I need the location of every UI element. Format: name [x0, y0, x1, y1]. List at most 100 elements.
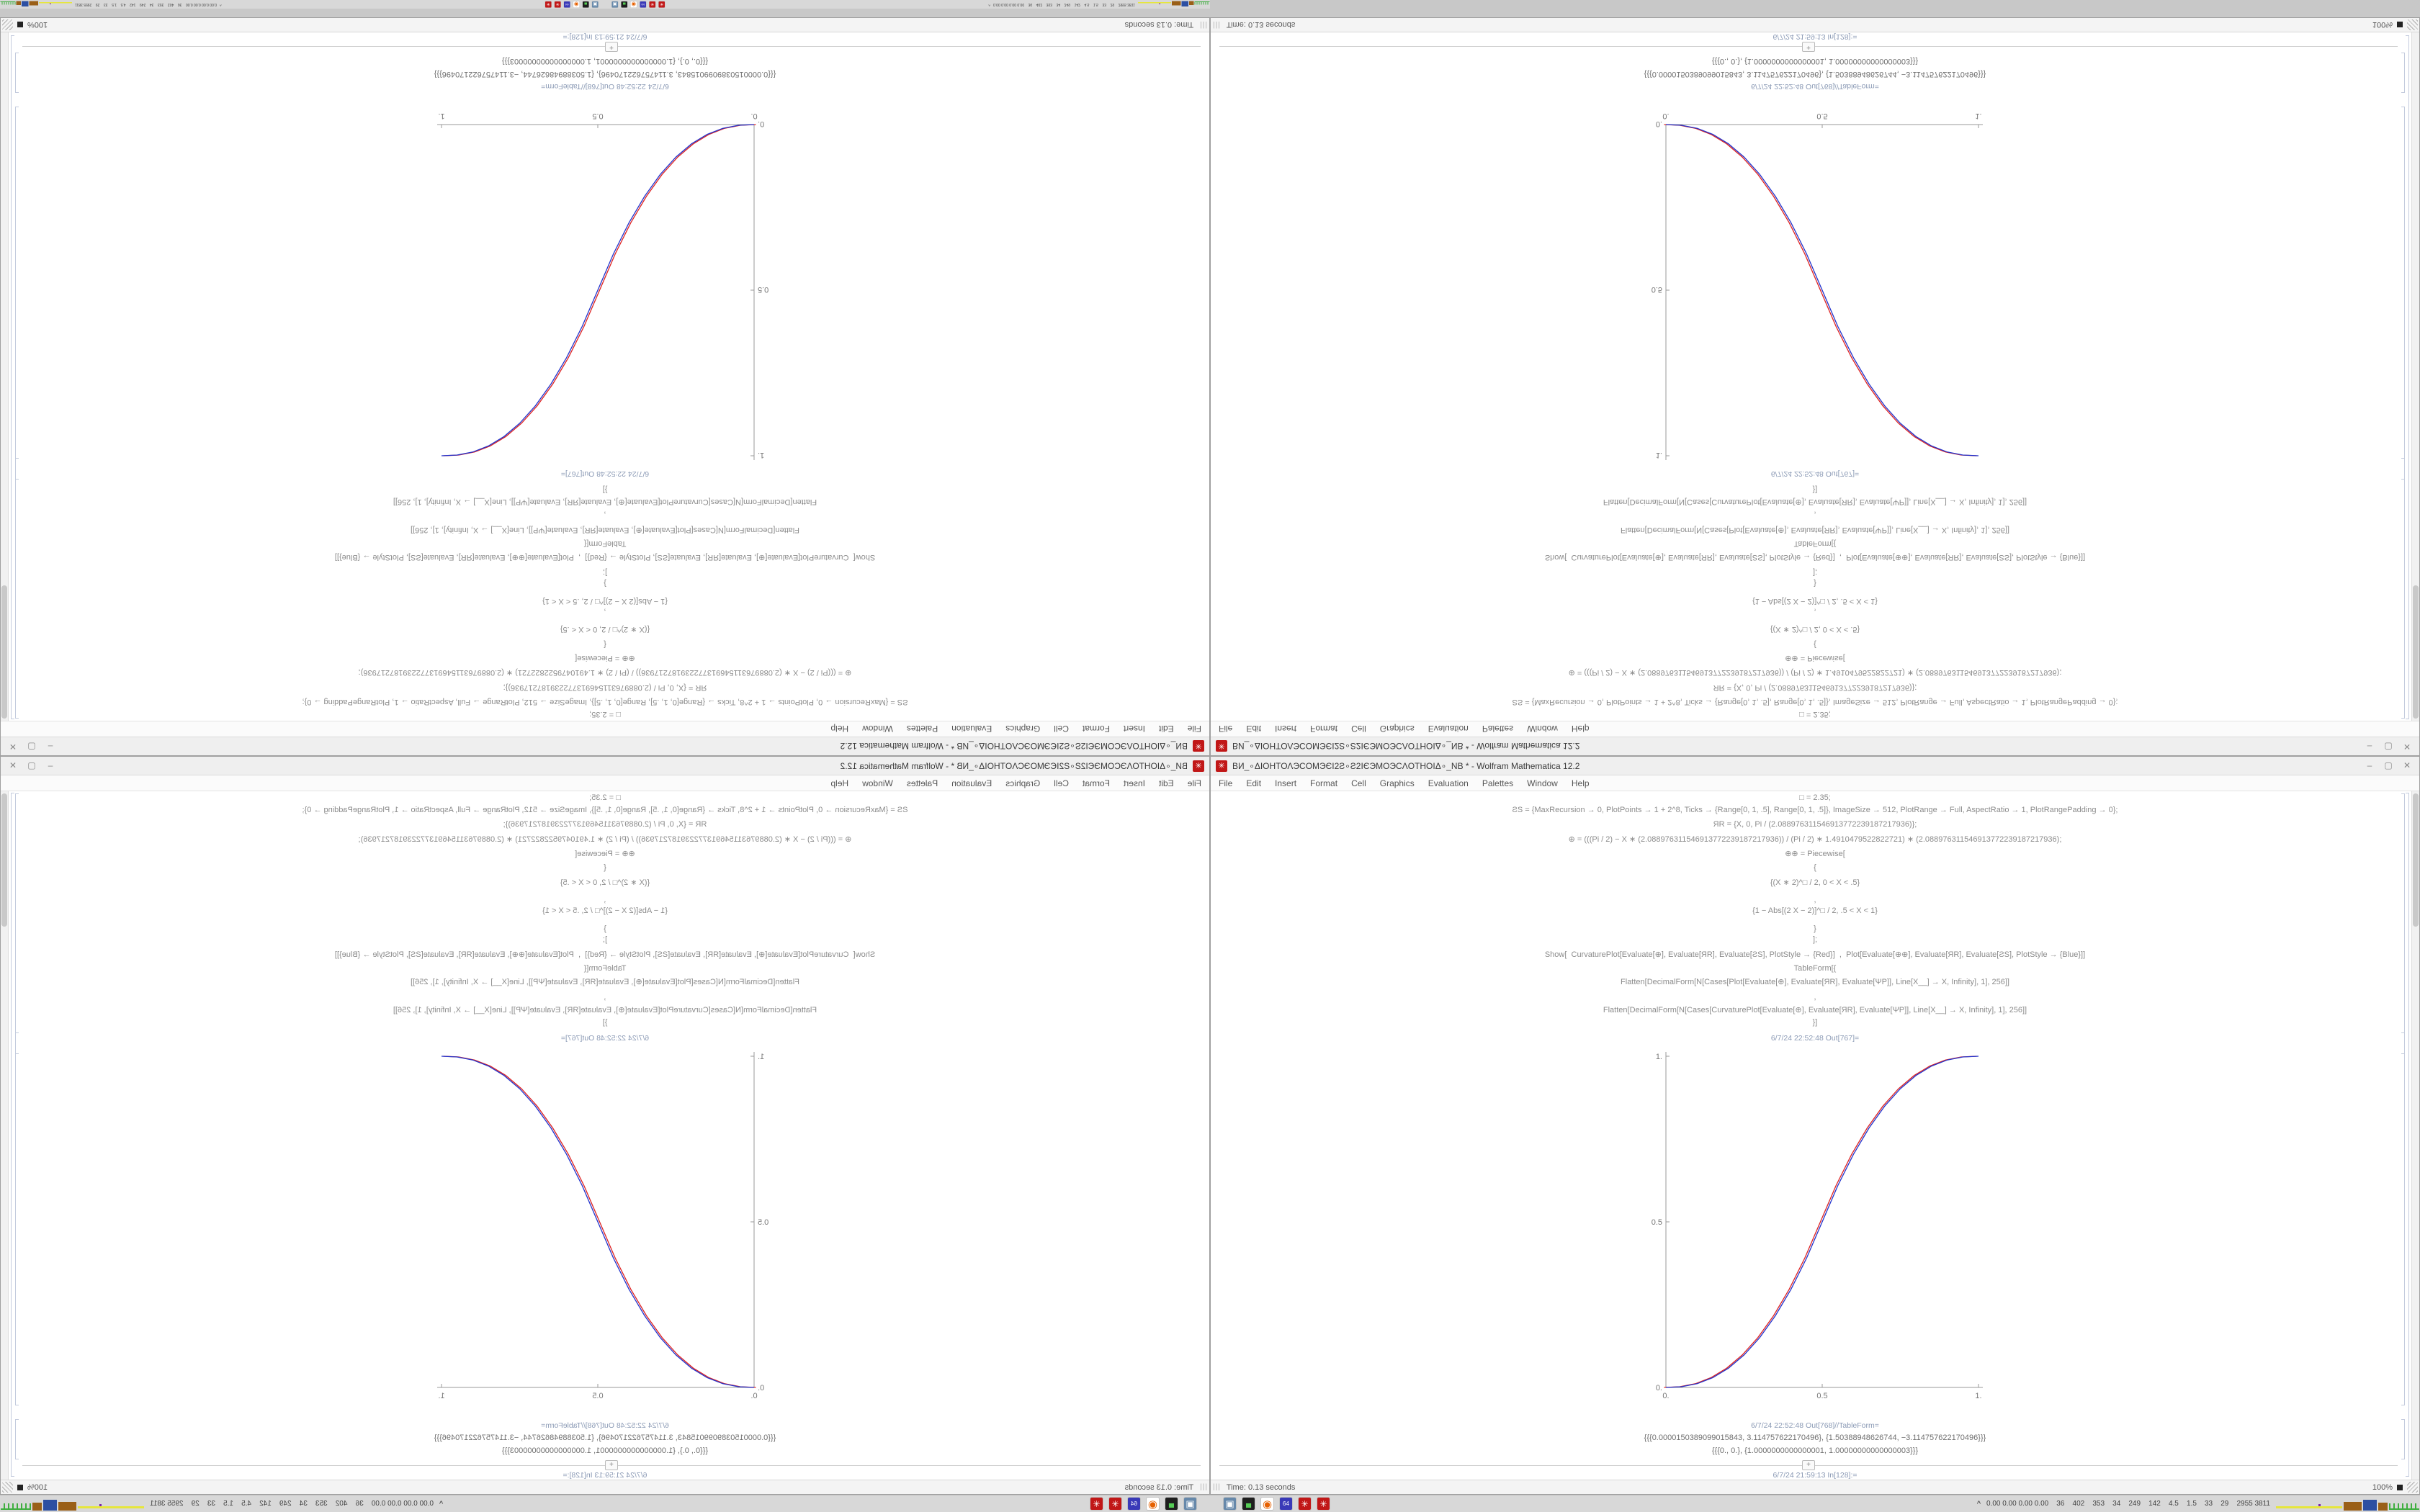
magnification-value[interactable]: 100%: [27, 1482, 48, 1492]
output-cell-bracket[interactable]: [2401, 53, 2405, 93]
close-button[interactable]: ✕: [9, 742, 17, 752]
system-tray[interactable]: ^ 0.00 0.00 0.00 0.00 36 402 353 34 249 …: [988, 1, 1210, 8]
resize-grip-icon[interactable]: [2407, 1482, 2418, 1493]
code-line[interactable]: {1 − Abs[(2 X − 2)]^□ / 2, .5 < X < 1}: [542, 906, 668, 915]
menu-item[interactable]: Cell: [1351, 724, 1366, 734]
menu-item[interactable]: Cell: [1054, 778, 1069, 788]
scrollbar-thumb[interactable]: [2413, 585, 2419, 719]
resize-grip-icon[interactable]: [2, 19, 13, 30]
code-line[interactable]: {: [1814, 863, 1816, 872]
firefox-icon[interactable]: ◉: [630, 1, 637, 8]
menu-item[interactable]: Cell: [1351, 778, 1366, 788]
spikey-icon[interactable]: ✳: [1090, 1497, 1103, 1511]
terminal-icon[interactable]: ▄: [1242, 1497, 1255, 1511]
code-line[interactable]: TableForm[{: [583, 539, 627, 548]
output-cell-bracket[interactable]: [2401, 1032, 2405, 1405]
code-line[interactable]: ⊕⊕ = Piecewise[: [1785, 654, 1845, 662]
code-line[interactable]: Show[ CurvaturePlot[Evaluate[⊕], Evaluat…: [1544, 950, 2086, 959]
input-cell-bracket[interactable]: [15, 458, 19, 719]
system-tray[interactable]: ^ 0.00 0.00 0.00 0.00 36 402 353 34 249 …: [1977, 1498, 2420, 1511]
display-icon[interactable]: ▣: [1223, 1497, 1237, 1511]
menu-item[interactable]: Help: [830, 724, 849, 734]
code-line[interactable]: {(X ∗ 2)^□ / 2, 0 < X < .5}: [1770, 625, 1860, 634]
magnification-menu-icon[interactable]: [2397, 22, 2403, 28]
cell-insert-plus-icon[interactable]: +: [605, 42, 618, 52]
title-bar[interactable]: ✳ ВИ_∘ΔΙΟΗΤΟΛЭCOMЭЄI2Ƨ∘Ƨ2IЄЭMOЭCΛOTHOIΔ∘…: [1211, 737, 2419, 755]
menu-item[interactable]: Help: [1571, 724, 1590, 734]
code-line[interactable]: ⊕ = (((Pi / 2) − X ∗ (2.0889763115469137…: [1568, 835, 2062, 844]
menu-item[interactable]: Evaluation: [951, 778, 992, 788]
notebook-content[interactable]: □ = 2.35; ƧS = {MaxRecursion → 0, PlotPoi…: [1, 791, 1209, 1480]
display-icon[interactable]: ▣: [611, 1, 619, 8]
code-line[interactable]: ,: [604, 608, 606, 616]
code-line[interactable]: }]: [602, 485, 608, 494]
close-button[interactable]: ✕: [2403, 760, 2411, 770]
floppy-64-icon[interactable]: 64: [640, 1, 647, 8]
code-line[interactable]: {: [604, 640, 606, 649]
code-line[interactable]: ,: [604, 510, 606, 519]
spikey-icon[interactable]: ✳: [554, 1, 561, 8]
close-button[interactable]: ✕: [2403, 742, 2411, 752]
code-line[interactable]: □ = 2.35;: [1799, 710, 1831, 719]
input-cell-bracket[interactable]: [2401, 458, 2405, 719]
cell-insert-bar[interactable]: +: [22, 1460, 1201, 1470]
menu-item[interactable]: Graphics: [1379, 724, 1415, 734]
title-bar[interactable]: ✳ ВИ_∘ΔΙΟΗΤΟΛЭCOMЭЄI2Ƨ∘Ƨ2IЄЭMOЭCΛOTHOIΔ∘…: [1, 757, 1209, 775]
terminal-icon[interactable]: ▄: [582, 1, 589, 8]
display-icon[interactable]: ▣: [1183, 1497, 1197, 1511]
close-button[interactable]: ✕: [9, 760, 17, 770]
menu-item[interactable]: Palettes: [906, 778, 938, 788]
code-line[interactable]: }: [604, 579, 606, 588]
magnification-value[interactable]: 100%: [2372, 1482, 2393, 1492]
output-cell-bracket[interactable]: [2401, 1419, 2405, 1459]
system-tray[interactable]: ^ 0.00 0.00 0.00 0.00 36 402 353 34 249 …: [0, 1, 222, 8]
code-line[interactable]: {1 − Abs[(2 X − 2)]^□ / 2, .5 < X < 1}: [542, 597, 668, 606]
menu-item[interactable]: Help: [830, 778, 849, 788]
output-cell-bracket[interactable]: [2401, 107, 2405, 480]
firefox-icon[interactable]: ◉: [1146, 1497, 1160, 1511]
input-cell-bracket[interactable]: [15, 793, 19, 1054]
spikey-icon[interactable]: ✳: [1317, 1497, 1330, 1511]
code-line[interactable]: {(X ∗ 2)^□ / 2, 0 < X < .5}: [560, 878, 650, 887]
code-line[interactable]: ЯR = {X, 0, Pi / (2.08897631154691377223…: [503, 820, 707, 829]
code-line[interactable]: {(X ∗ 2)^□ / 2, 0 < X < .5}: [560, 625, 650, 634]
code-line[interactable]: ƧS = {MaxRecursion → 0, PlotPoints → 1 +…: [302, 806, 908, 814]
output-cell-bracket[interactable]: [15, 1032, 19, 1405]
menu-item[interactable]: Edit: [1246, 724, 1262, 734]
code-line[interactable]: ,: [604, 993, 606, 1002]
code-line[interactable]: ,: [1814, 896, 1816, 904]
menu-item[interactable]: File: [1219, 724, 1233, 734]
menu-item[interactable]: Cell: [1054, 724, 1069, 734]
cell-group-bracket[interactable]: [11, 35, 14, 719]
tray-expand-icon[interactable]: ^: [1976, 1499, 1981, 1508]
magnification-value[interactable]: 100%: [27, 20, 48, 30]
code-line[interactable]: Flatten[DecimalForm[N[Cases[Plot[Evaluat…: [411, 526, 799, 534]
code-line[interactable]: □ = 2.35;: [589, 793, 621, 802]
code-line[interactable]: ,: [604, 896, 606, 904]
code-line[interactable]: }: [604, 924, 606, 933]
code-line[interactable]: ƧS = {MaxRecursion → 0, PlotPoints → 1 +…: [302, 698, 908, 706]
tray-expand-icon[interactable]: ^: [439, 1499, 444, 1508]
menu-item[interactable]: Graphics: [1005, 724, 1041, 734]
menu-item[interactable]: Format: [1310, 724, 1338, 734]
display-icon[interactable]: ▣: [591, 1, 599, 8]
menu-item[interactable]: Graphics: [1005, 778, 1041, 788]
code-line[interactable]: ⊕ = (((Pi / 2) − X ∗ (2.0889763115469137…: [358, 835, 852, 844]
spikey-icon[interactable]: ✳: [649, 1, 656, 8]
menu-item[interactable]: Window: [1527, 778, 1558, 788]
cell-group-bracket[interactable]: [11, 793, 14, 1477]
code-line[interactable]: ];: [1812, 568, 1818, 577]
magnification-menu-icon[interactable]: [17, 22, 23, 28]
system-tray[interactable]: ^ 0.00 0.00 0.00 0.00 36 402 353 34 249 …: [0, 1498, 443, 1511]
floppy-64-icon[interactable]: 64: [1127, 1497, 1141, 1511]
magnification-value[interactable]: 100%: [2372, 20, 2393, 30]
title-bar[interactable]: ✳ ВИ_∘ΔΙΟΗΤΟΛЭCOMЭЄI2Ƨ∘Ƨ2IЄЭMOЭCΛOTHOIΔ∘…: [1211, 757, 2419, 775]
menu-item[interactable]: Format: [1310, 778, 1338, 788]
spikey-icon[interactable]: ✳: [544, 1, 552, 8]
cell-insert-bar[interactable]: +: [1219, 1460, 2398, 1470]
code-line[interactable]: ⊕⊕ = Piecewise[: [575, 654, 635, 662]
code-line[interactable]: TableForm[{: [583, 964, 627, 973]
code-line[interactable]: }: [1814, 579, 1816, 588]
output-cell-bracket[interactable]: [15, 1419, 19, 1459]
code-line[interactable]: ⊕⊕ = Piecewise[: [1785, 850, 1845, 858]
